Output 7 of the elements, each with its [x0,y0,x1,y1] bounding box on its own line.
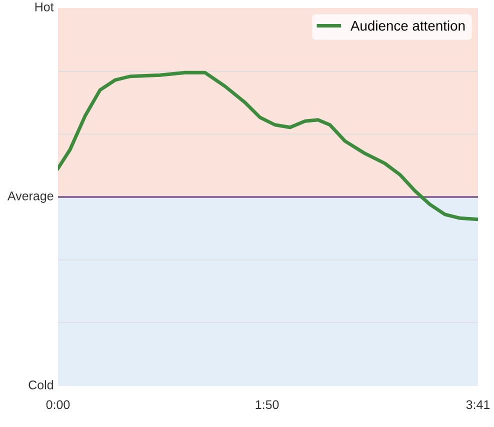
x-tick-label: 1:50 [256,400,279,410]
band-label: Hot [35,2,54,12]
x-tick-label: 3:41 [466,400,490,410]
ref-line-label: Average [7,192,54,203]
legend-label: Audience attention [350,20,465,31]
x-tick-label: 0:00 [46,400,70,410]
band-label: Cold [28,380,53,390]
